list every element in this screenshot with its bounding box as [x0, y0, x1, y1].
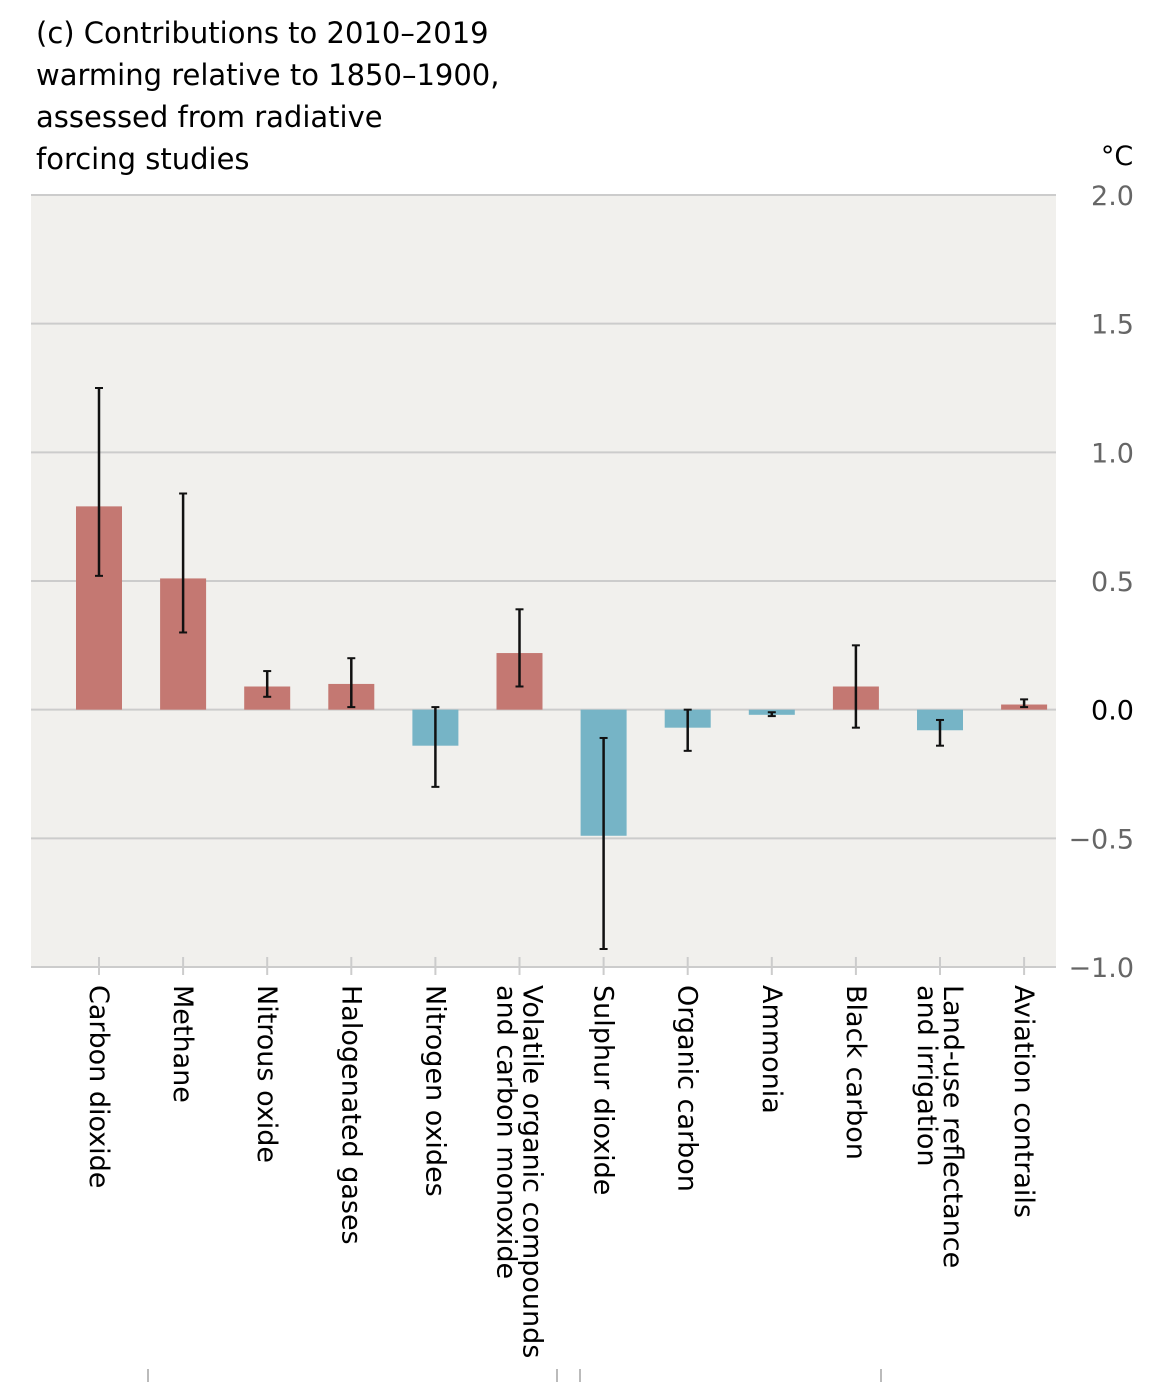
- x-tick-label: Aviation contrails: [1008, 985, 1039, 1218]
- chart-title-line: (c) Contributions to 2010–2019: [36, 16, 489, 50]
- y-tick-label: 0.0: [1091, 696, 1134, 727]
- error-bar: [431, 706, 440, 788]
- error-bar: [851, 644, 860, 729]
- error-bar: [767, 711, 776, 718]
- x-tick-label: and irrigation: [911, 985, 942, 1167]
- x-tick-label: and carbon monoxide: [491, 985, 522, 1279]
- chart-title: (c) Contributions to 2010–2019 warming r…: [36, 12, 556, 180]
- x-tick-label: Methane: [167, 985, 198, 1103]
- y-tick-label: 2.0: [1091, 181, 1134, 212]
- y-tick-label: 1.0: [1091, 438, 1134, 469]
- error-bar: [179, 492, 188, 634]
- x-tick-label: Land-use reflectance: [937, 985, 968, 1268]
- y-tick-label: −1.0: [1068, 953, 1134, 984]
- x-tick-label: Ammonia: [756, 985, 787, 1114]
- error-bar: [936, 718, 944, 747]
- chart-title-line: forcing studies: [36, 142, 250, 176]
- error-bar: [263, 670, 272, 698]
- error-bar: [683, 708, 692, 752]
- y-tick-label: 1.5: [1091, 310, 1134, 341]
- x-tick-label: Volatile organic compounds: [517, 985, 548, 1358]
- y-tick-label: 0.5: [1091, 567, 1134, 598]
- chart-title-line: assessed from radiative: [36, 100, 383, 134]
- y-axis: °C 2.0 1.5 1.0 0.5 0.0 −0.5 −1.0: [1068, 141, 1134, 984]
- bottom-tick-marks: [147, 1369, 882, 1382]
- x-axis: Carbon dioxide Methane Nitrous oxide Haloge…: [83, 957, 1039, 1358]
- error-bars: [95, 387, 1029, 950]
- error-bar: [1020, 698, 1029, 709]
- chart-title-line: warming relative to 1850–1900,: [36, 58, 500, 92]
- x-tick-label: Nitrogen oxides: [419, 985, 450, 1197]
- bar: [244, 686, 291, 710]
- x-tick-label: Halogenated gases: [335, 985, 366, 1245]
- y-tick-label: −0.5: [1068, 824, 1134, 855]
- x-tick-label: Nitrous oxide: [251, 985, 282, 1163]
- x-tick-label: Sulphur dioxide: [588, 985, 619, 1195]
- error-bar: [347, 657, 356, 709]
- y-axis-unit-label: °C: [1101, 141, 1133, 172]
- x-tick-label: Carbon dioxide: [83, 985, 114, 1188]
- error-bar: [95, 387, 103, 577]
- error-bar: [515, 608, 524, 688]
- error-bar: [599, 736, 608, 950]
- x-tick-label: Black carbon: [840, 985, 871, 1160]
- x-tick-label: Organic carbon: [672, 985, 703, 1192]
